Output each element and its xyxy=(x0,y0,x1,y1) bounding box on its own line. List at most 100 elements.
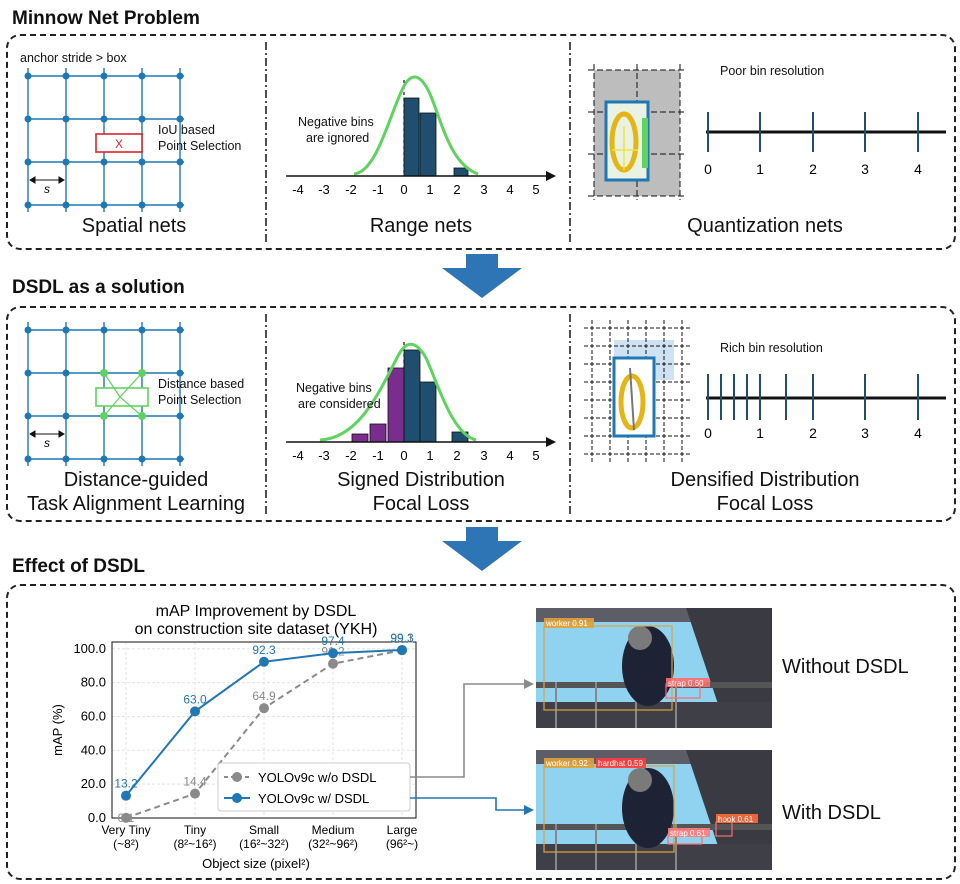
range-tick: 2 xyxy=(453,182,460,197)
bin-tick: 4 xyxy=(914,161,922,177)
range-tick: -3 xyxy=(318,448,330,463)
range-tick: -1 xyxy=(372,182,384,197)
range-tick: 2 xyxy=(453,448,460,463)
data-label: 97.4 xyxy=(321,634,345,648)
legend-entry-with: YOLOv9c w/ DSDL xyxy=(258,791,369,806)
anchor-stride-note: anchor stride > box xyxy=(20,51,127,65)
data-label: 63.0 xyxy=(183,692,207,706)
dtal-label-line2: Task Alignment Learning xyxy=(27,493,245,515)
distance-grid: s xyxy=(24,322,184,466)
bin-tick: 2 xyxy=(809,425,817,441)
x-tick-label: Large (96²~) xyxy=(386,823,418,851)
data-label: 14.4 xyxy=(183,775,207,789)
iou-label-line1: IoU based xyxy=(158,123,215,137)
y-tick-label: 60.0 xyxy=(81,708,106,723)
legend-entry-without: YOLOv9c w/o DSDL xyxy=(258,770,377,785)
stride-symbol: s xyxy=(44,182,50,196)
series-point xyxy=(190,788,200,799)
bin-tick: 1 xyxy=(756,425,764,441)
range-tick: 1 xyxy=(426,182,433,197)
bin-tick: 2 xyxy=(809,161,817,177)
quantization-nets-label: Quantization nets xyxy=(687,215,843,237)
chart-ylabel: mAP (%) xyxy=(50,704,65,756)
densified-box-image xyxy=(584,320,690,464)
det-label: strap 0.60 xyxy=(668,679,704,688)
range-tick: 4 xyxy=(506,448,513,463)
stride-symbol: s xyxy=(44,436,50,450)
chart-legend: YOLOv9c w/o DSDL YOLOv9c w/ DSDL xyxy=(217,762,411,812)
spatial-grid: X s xyxy=(24,68,184,212)
chart-xticks: Very Tiny (~8²) Tiny (8²~16²) Small (16²~32²)… xyxy=(101,823,418,851)
chart-subtitle: on construction site dataset (YKH) xyxy=(135,621,378,638)
sdfl-label-line2: Focal Loss xyxy=(372,493,470,515)
range-tick: -2 xyxy=(345,182,357,197)
coarse-bins-axis: 0 1 2 3 4 xyxy=(704,112,946,177)
data-label: 92.3 xyxy=(252,643,276,657)
x-tick-label: Small (16²~32²) xyxy=(239,823,289,851)
series-point xyxy=(190,706,200,717)
range-tick: 4 xyxy=(506,182,513,197)
bin-tick: 1 xyxy=(756,161,764,177)
chart-series: 0.114.464.991.299.113.263.092.397.499.3 xyxy=(114,631,414,825)
chart-yticks: 0.0 20.0 40.0 60.0 80.0 100.0 xyxy=(73,641,106,825)
neg-bins-line2: are considered xyxy=(298,397,381,411)
data-label: 0.1 xyxy=(118,811,135,825)
range-histogram: -4 -3 -2 -1 0 1 2 3 4 5 xyxy=(286,75,556,197)
down-arrow-icon xyxy=(442,254,522,298)
dtal-label-line1: Distance-guided xyxy=(63,469,209,491)
range-tick: -4 xyxy=(292,182,304,197)
det-label: worker 0.91 xyxy=(545,619,588,628)
signed-histogram: -4 -3 -2 -1 0 1 2 3 4 5 xyxy=(286,342,556,463)
range-tick: -3 xyxy=(318,182,330,197)
spatial-nets-label: Spatial nets xyxy=(81,215,187,237)
range-tick: 0 xyxy=(400,182,407,197)
range-tick: 5 xyxy=(532,182,539,197)
y-tick-label: 80.0 xyxy=(81,675,106,690)
y-tick-label: 20.0 xyxy=(81,776,106,791)
chart-plot-area xyxy=(111,641,417,819)
data-label: 99.3 xyxy=(390,631,414,645)
series-point xyxy=(328,658,338,669)
rich-bin-note: Rich bin resolution xyxy=(720,341,823,355)
bin-tick: 3 xyxy=(861,425,869,441)
bin-tick: 0 xyxy=(704,425,712,441)
neg-bins-line2: are ignored xyxy=(306,131,370,145)
neg-bins-line1: Negative bins xyxy=(298,115,374,129)
range-tick: 3 xyxy=(480,182,487,197)
range-nets-label: Range nets xyxy=(369,215,473,237)
range-tick: 3 xyxy=(480,448,487,463)
poor-bin-note: Poor bin resolution xyxy=(720,64,825,78)
data-label: 99.1 xyxy=(390,631,414,645)
y-tick-label: 0.0 xyxy=(88,810,106,825)
x-tick-label: Medium (32²~96²) xyxy=(308,823,358,851)
without-dsdl-caption: Without DSDL xyxy=(782,656,909,678)
bin-tick: 3 xyxy=(861,161,869,177)
solution-frame xyxy=(6,306,956,522)
bin-tick: 0 xyxy=(704,161,712,177)
series-point xyxy=(121,790,131,801)
ddfl-label-line2: Focal Loss xyxy=(716,493,814,515)
range-tick: -4 xyxy=(292,448,304,463)
chart-title: mAP Improvement by DSDL xyxy=(156,603,357,620)
distance-label-line1: Distance based xyxy=(158,377,245,391)
box-marker: X xyxy=(115,137,123,151)
series-point xyxy=(328,648,338,659)
range-tick: 5 xyxy=(532,448,539,463)
range-tick: -2 xyxy=(345,448,357,463)
map-chart: mAP Improvement by DSDL on construction … xyxy=(50,603,418,871)
y-tick-label: 40.0 xyxy=(81,742,106,757)
bin-tick: 4 xyxy=(914,425,922,441)
det-label: worker 0.92 xyxy=(545,759,588,768)
data-label: 64.9 xyxy=(252,689,276,703)
det-label: strap 0.61 xyxy=(670,829,706,838)
with-dsdl-caption: With DSDL xyxy=(782,802,881,824)
y-tick-label: 100.0 xyxy=(73,641,106,656)
range-tick: -1 xyxy=(372,448,384,463)
effect-frame xyxy=(6,584,956,880)
iou-label-line2: Point Selection xyxy=(158,139,242,153)
x-tick-label: Very Tiny (~8²) xyxy=(101,823,150,851)
dense-bins-axis: 0 1 2 3 4 xyxy=(704,374,946,441)
quantization-box-image xyxy=(588,64,686,200)
series-point xyxy=(259,656,269,667)
